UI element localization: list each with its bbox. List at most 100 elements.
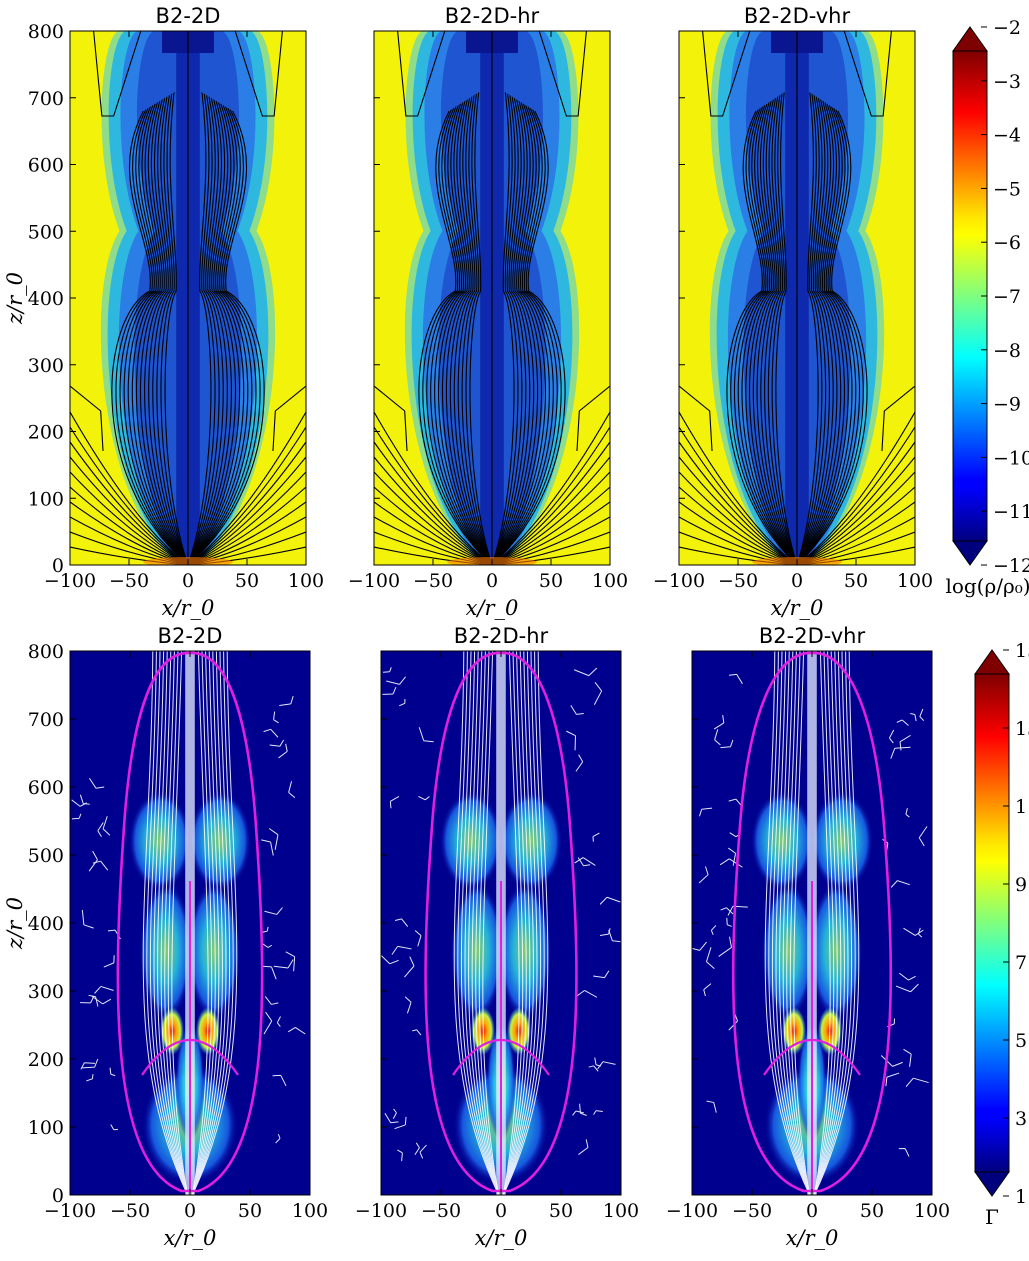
- field-line: [764, 96, 798, 565]
- field-line: [131, 103, 189, 565]
- lorentz-region: [128, 791, 192, 891]
- colorbar-tick-label: 11: [1015, 796, 1029, 818]
- ambient-streamline: [71, 813, 82, 820]
- field-line: [796, 103, 849, 565]
- streamline: [502, 651, 534, 1195]
- ambient-streamline: [384, 1113, 399, 1124]
- field-line-fan: [491, 441, 610, 565]
- panel-density-2: B2-2D-hr −100 −50 0 50 100 x/r_0: [348, 4, 628, 620]
- field-line-fan: [187, 426, 306, 565]
- streamline: [191, 651, 216, 1195]
- ambient-streamline: [279, 695, 294, 706]
- streamline: [813, 651, 835, 1195]
- streamline: [191, 651, 234, 1195]
- x-tick-label: 50: [238, 1200, 262, 1222]
- field-line: [434, 105, 493, 565]
- ambient-streamline: [570, 705, 584, 715]
- x-tick-label: 50: [844, 570, 868, 592]
- field-line: [756, 99, 798, 565]
- field-line: [187, 100, 236, 565]
- panel-image: [692, 651, 932, 1195]
- colorbar-tick-label: 3: [1015, 1108, 1027, 1130]
- streamline: [153, 651, 189, 1195]
- ambient-streamline: [273, 711, 279, 724]
- colorbar-tick-label: −7: [993, 286, 1021, 308]
- field-line: [796, 109, 864, 565]
- field-line: [491, 98, 531, 565]
- ambient-streamline: [419, 1144, 427, 1159]
- field-line: [491, 109, 562, 565]
- ambient-streamline: [720, 907, 734, 915]
- ambient-streamline: [898, 972, 916, 981]
- colorbar-extend-max: [952, 26, 988, 52]
- field-line: [187, 102, 241, 565]
- field-line: [796, 105, 853, 565]
- ambient-streamline: [263, 728, 279, 738]
- streamline: [813, 651, 842, 1195]
- colorbar-tick-label: 5: [1015, 1030, 1027, 1052]
- ambient-streamline: [109, 1067, 116, 1077]
- field-line: [135, 102, 189, 565]
- field-line: [745, 103, 798, 565]
- ambient-streamline: [278, 743, 288, 759]
- ambient-streamline: [264, 996, 279, 1005]
- x-tick-label: −50: [732, 1200, 772, 1222]
- streamline: [464, 651, 500, 1195]
- colorbar-tick-label: 1: [1015, 1186, 1027, 1208]
- field-line: [796, 96, 830, 565]
- field-line: [127, 105, 189, 565]
- field-lines: [70, 31, 306, 565]
- ambient-streamline: [412, 1029, 422, 1036]
- x-axis-label: x/r_0: [786, 1226, 839, 1250]
- field-line: [733, 107, 798, 565]
- field-line: [187, 98, 228, 565]
- field-line: [737, 106, 798, 565]
- panel-title: B2-2D: [158, 624, 223, 648]
- field-line: [771, 93, 798, 565]
- ambient-streamline: [97, 822, 104, 837]
- x-axis-label: x/r_0: [771, 596, 824, 620]
- shock-line: [93, 31, 142, 117]
- x-tick-label: 0: [486, 570, 498, 592]
- panel-image: [374, 31, 610, 565]
- field-line: [491, 93, 519, 565]
- ambient-streamline: [71, 799, 87, 807]
- field-line: [491, 107, 558, 565]
- streamline: [453, 651, 500, 1195]
- ambient-streamline: [275, 1134, 281, 1144]
- field-line: [187, 106, 253, 565]
- x-tick-label: 0: [791, 570, 803, 592]
- streamlines: [71, 651, 306, 1195]
- field-line-fan: [70, 411, 189, 565]
- colorbar-tick-label: −3: [993, 71, 1021, 93]
- field-line: [726, 110, 798, 565]
- panel-image: [679, 31, 915, 565]
- field-line-fan: [796, 411, 915, 565]
- lorentz-region: [139, 881, 193, 1021]
- field-line: [796, 92, 819, 565]
- shock-line: [374, 385, 408, 452]
- field-line-fan: [796, 426, 915, 565]
- shock-line: [272, 385, 306, 452]
- streamline: [768, 651, 811, 1195]
- ambient-streamline: [719, 858, 743, 868]
- streamline: [457, 651, 500, 1195]
- ambient-streamline: [599, 896, 621, 905]
- field-line: [449, 99, 493, 565]
- y-tick-label: 800: [28, 21, 64, 43]
- colorbar-label: Γ: [985, 1205, 999, 1229]
- ambient-streamline: [392, 1108, 397, 1120]
- ambient-streamline: [398, 698, 406, 707]
- x-tick-label: −100: [666, 1200, 718, 1222]
- ambient-streamline: [88, 850, 98, 872]
- x-tick-label: 100: [592, 570, 628, 592]
- field-line-fan: [374, 426, 493, 565]
- panel-title: B2-2D-hr: [445, 4, 540, 28]
- ambient-streamline: [273, 959, 294, 969]
- ambient-streamline: [895, 983, 919, 993]
- field-line: [144, 99, 189, 565]
- field-line: [422, 109, 493, 565]
- ambient-streamline: [703, 983, 712, 997]
- y-tick-label: 100: [28, 488, 64, 510]
- x-axis-label: x/r_0: [162, 596, 215, 620]
